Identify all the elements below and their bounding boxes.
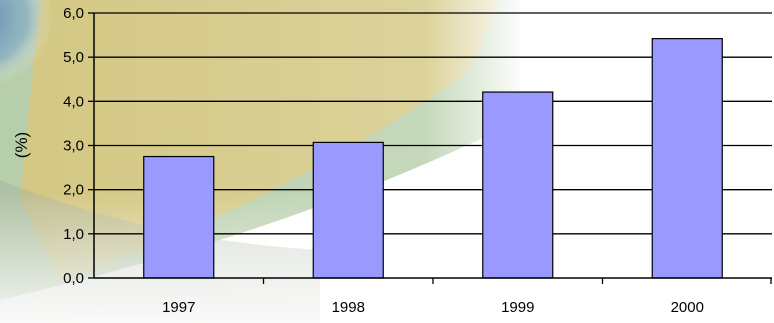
bar-1998 — [312, 141, 384, 279]
y-tick-label: 0,0 — [63, 270, 84, 287]
x-tick-label: 2000 — [671, 299, 704, 316]
y-tick-label: 3,0 — [63, 138, 84, 155]
y-tick-label: 4,0 — [63, 93, 84, 110]
y-tick-label: 2,0 — [63, 182, 84, 199]
x-tick-label: 1997 — [162, 299, 195, 316]
y-axis-title: (%) — [12, 132, 31, 158]
bars — [143, 38, 723, 279]
y-tick-label: 5,0 — [63, 49, 84, 66]
bar-1999 — [482, 91, 554, 279]
x-tick-labels: 1997 1998 1999 2000 — [162, 299, 704, 316]
bar-1997 — [143, 155, 215, 279]
x-tick-label: 1998 — [332, 299, 365, 316]
bar-2000 — [651, 38, 723, 279]
x-tick-label: 1999 — [501, 299, 534, 316]
y-tick-labels: 0,0 1,0 2,0 3,0 4,0 5,0 6,0 — [63, 5, 84, 287]
y-tick-label: 1,0 — [63, 226, 84, 243]
axes — [88, 12, 772, 284]
y-tick-label: 6,0 — [63, 5, 84, 22]
